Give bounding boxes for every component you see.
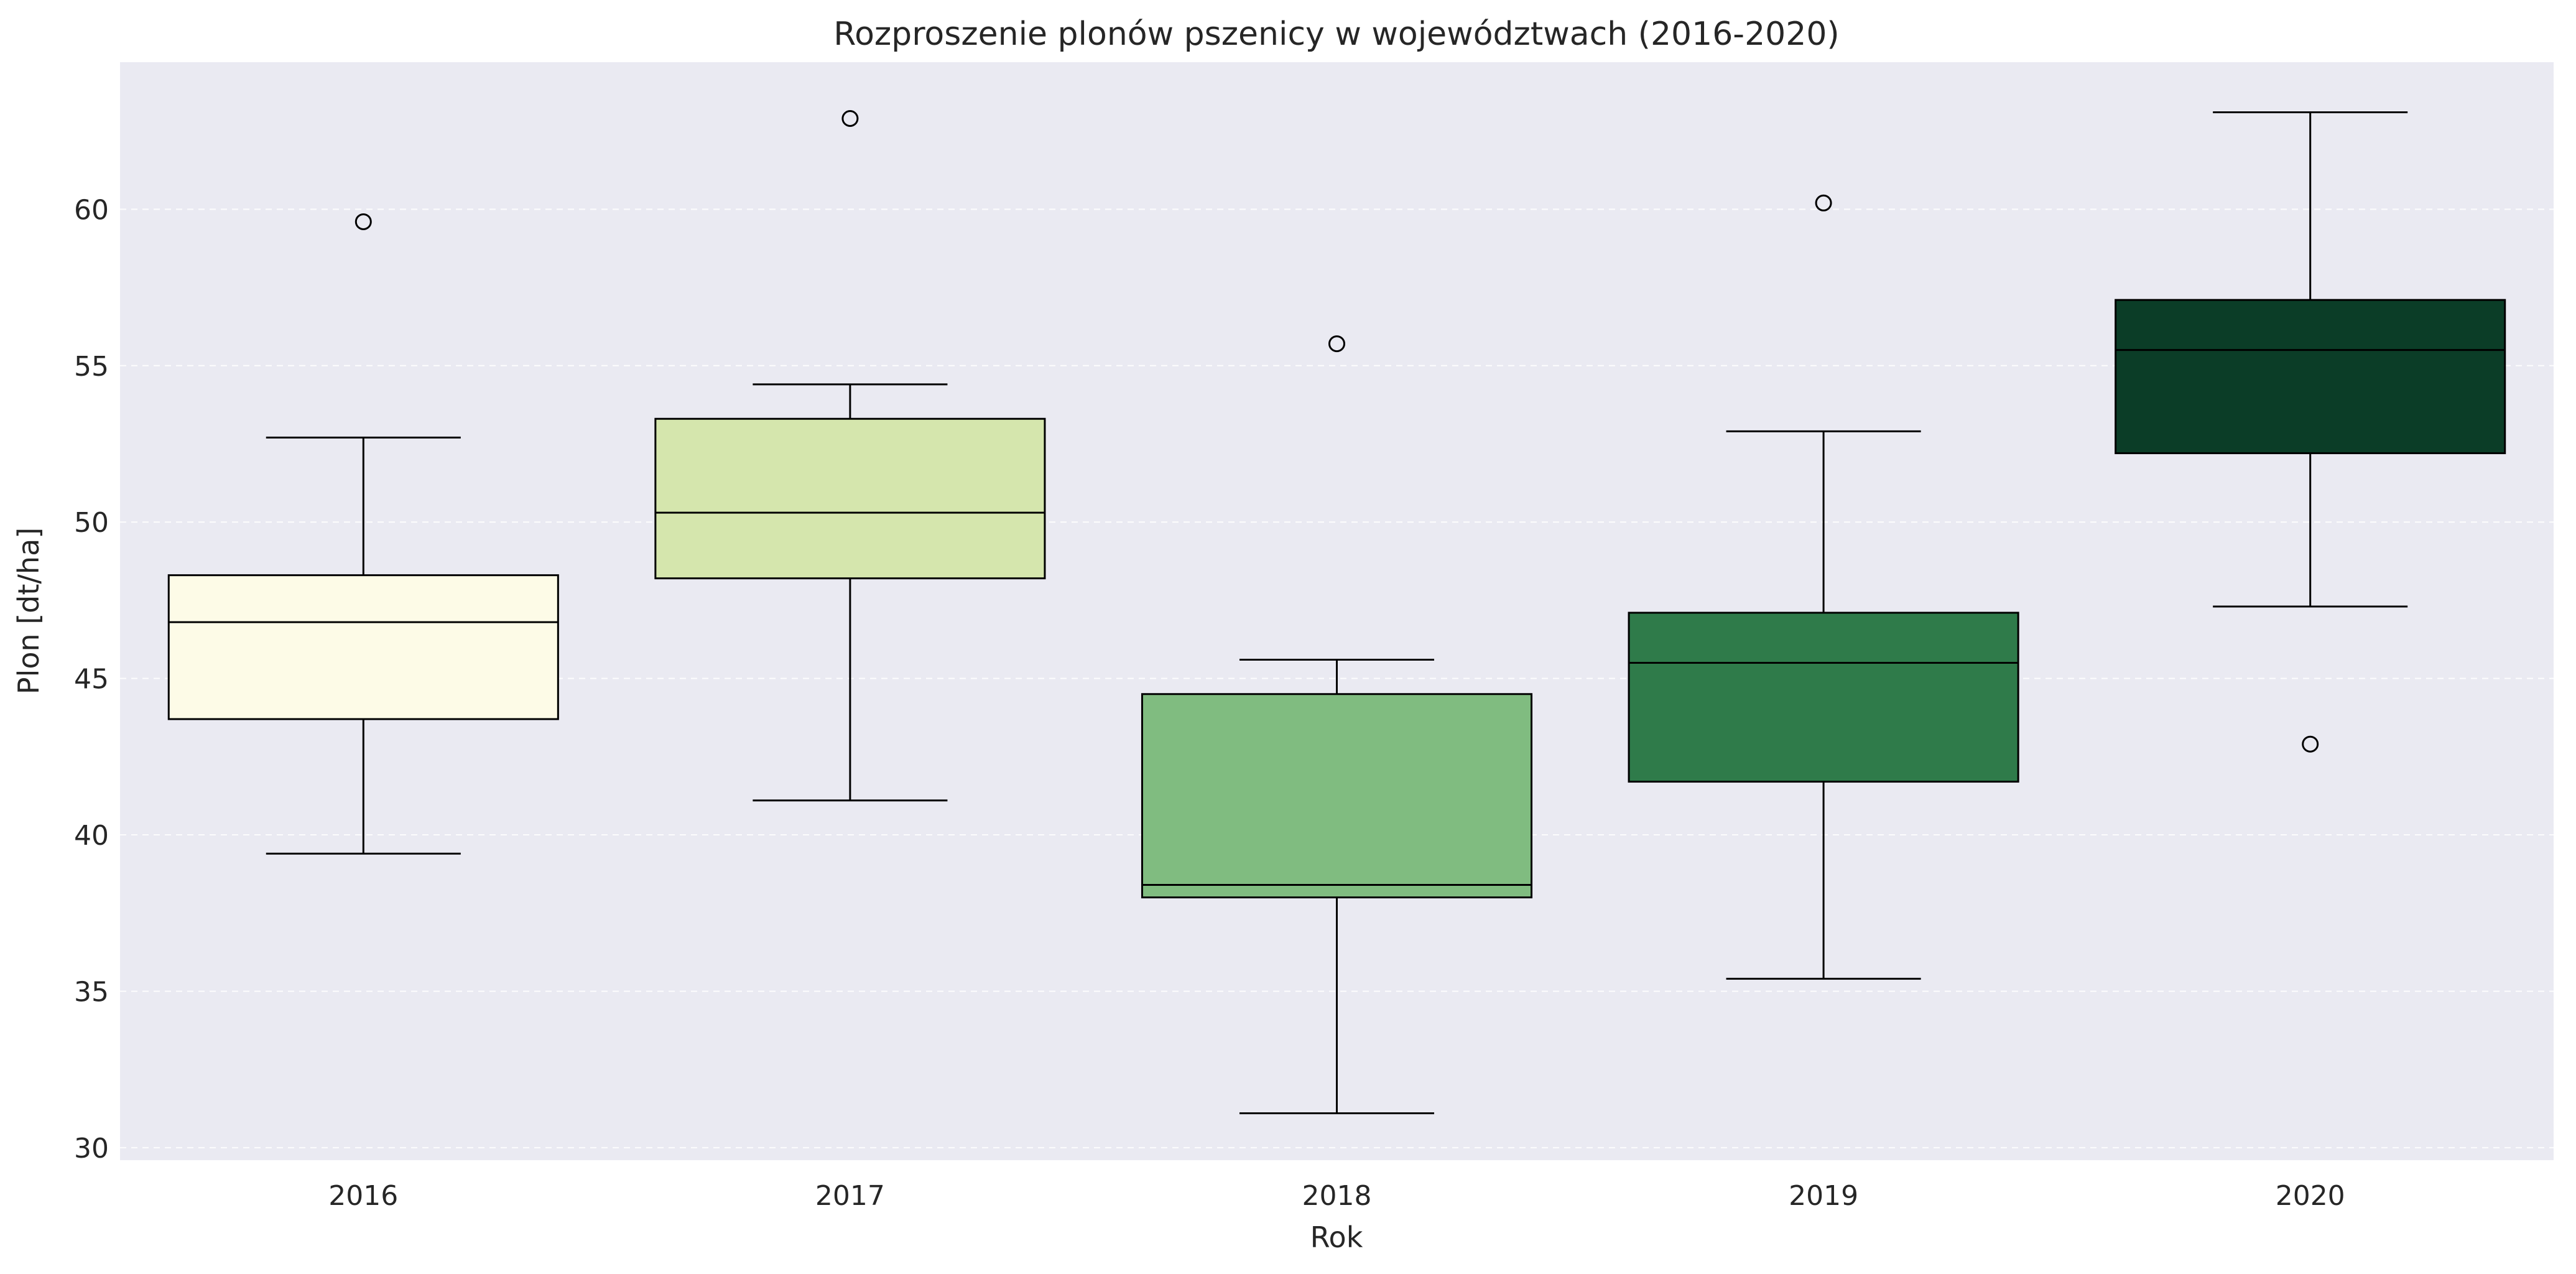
box-iqr	[167, 574, 559, 720]
y-tick-label: 30	[74, 1133, 109, 1165]
box-group	[1628, 194, 2019, 980]
outlier-point	[1328, 335, 1345, 353]
box-group	[1141, 335, 1533, 1115]
box-group	[654, 110, 1046, 802]
y-tick-label: 35	[74, 976, 109, 1008]
y-tick-label: 45	[74, 664, 109, 695]
box-iqr	[654, 417, 1046, 580]
outlier-point	[1815, 194, 1832, 212]
box-iqr	[2115, 299, 2506, 455]
x-tick-labels: 2016 2017 2018 2019 2020	[328, 1180, 2345, 1212]
y-tick-label: 60	[74, 194, 109, 226]
boxes	[167, 110, 2506, 1115]
y-tick-label: 55	[74, 351, 109, 383]
box-iqr	[1141, 693, 1533, 899]
box-group	[2115, 111, 2506, 753]
x-tick-label: 2017	[815, 1180, 885, 1212]
chart-title: Rozproszenie plonów pszenicy w województ…	[833, 16, 1839, 53]
y-tick-labels: 30 35 40 45 50 55 60	[74, 194, 109, 1165]
outlier-point	[841, 110, 859, 128]
y-tick-label: 40	[74, 820, 109, 852]
x-tick-label: 2018	[1302, 1180, 1372, 1212]
outlier-point	[2302, 735, 2319, 753]
x-axis-label: Rok	[1310, 1221, 1363, 1254]
y-axis-label: Plon [dt/ha]	[12, 528, 45, 694]
x-tick-label: 2016	[328, 1180, 398, 1212]
y-tick-label: 50	[74, 507, 109, 539]
box-group	[167, 213, 559, 855]
x-tick-label: 2020	[2276, 1180, 2345, 1212]
x-tick-label: 2019	[1789, 1180, 1858, 1212]
outlier-point	[354, 213, 372, 230]
box-iqr	[1628, 611, 2019, 783]
